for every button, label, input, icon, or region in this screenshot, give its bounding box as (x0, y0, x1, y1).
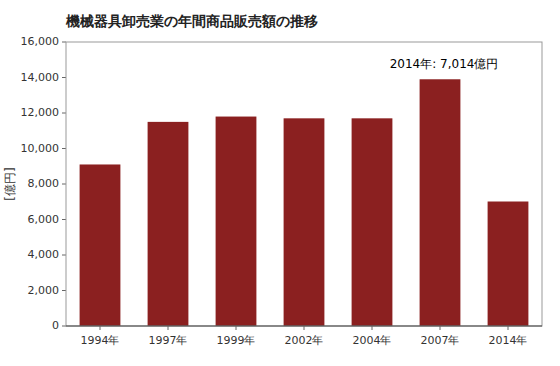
x-tick (304, 326, 305, 330)
y-tick (62, 77, 66, 78)
y-axis-label: [億円] (3, 167, 17, 200)
y-tick-label: 16,000 (21, 35, 60, 48)
y-tick-label: 12,000 (21, 106, 60, 119)
y-tick-label: 14,000 (21, 71, 60, 84)
chart-title: 機械器具卸売業の年間商品販売額の推移 (65, 13, 318, 29)
x-tick-label: 1997年 (149, 334, 188, 347)
x-tick (440, 326, 441, 330)
plot-area (66, 42, 542, 326)
y-tick-label: 8,000 (28, 177, 60, 190)
y-tick-label: 0 (52, 319, 59, 332)
y-tick (62, 113, 66, 114)
x-tick (100, 326, 101, 330)
y-tick (62, 326, 66, 327)
x-tick (372, 326, 373, 330)
bar (284, 118, 325, 326)
bar (148, 122, 189, 326)
x-tick-label: 2014年 (489, 334, 528, 347)
x-tick-label: 1999年 (217, 334, 256, 347)
bar (352, 118, 393, 326)
y-tick (62, 290, 66, 291)
bar (216, 117, 257, 326)
y-tick (62, 148, 66, 149)
bars (80, 79, 529, 326)
y-tick-label: 10,000 (21, 142, 60, 155)
y-tick (62, 184, 66, 185)
y-tick (62, 42, 66, 43)
x-tick (508, 326, 509, 330)
x-axis: 1994年 1997年 1999年 2002年 2004年 2007年 2014年 (81, 326, 528, 347)
y-tick-label: 2,000 (28, 284, 60, 297)
y-axis: 0 2,000 4,000 6,000 8,000 10,000 12,000 14,000 1… (21, 35, 67, 332)
x-tick-label: 2004年 (353, 334, 392, 347)
chart-container: 0 2,000 4,000 6,000 8,000 10,000 12,000 14,000 1… (0, 0, 560, 366)
y-tick-label: 4,000 (28, 248, 60, 261)
y-tick (62, 219, 66, 220)
x-tick (236, 326, 237, 330)
y-tick (62, 255, 66, 256)
bar (80, 164, 121, 326)
bar (420, 79, 461, 326)
x-tick-label: 1994年 (81, 334, 120, 347)
chart-svg: 0 2,000 4,000 6,000 8,000 10,000 12,000 14,000 1… (0, 0, 560, 366)
x-tick-label: 2007年 (421, 334, 460, 347)
bar (488, 202, 529, 326)
x-tick-label: 2002年 (285, 334, 324, 347)
annotation: 2014年: 7,014億円 (390, 57, 499, 71)
x-tick (168, 326, 169, 330)
plot-frame (66, 42, 542, 326)
y-tick-label: 6,000 (28, 213, 60, 226)
